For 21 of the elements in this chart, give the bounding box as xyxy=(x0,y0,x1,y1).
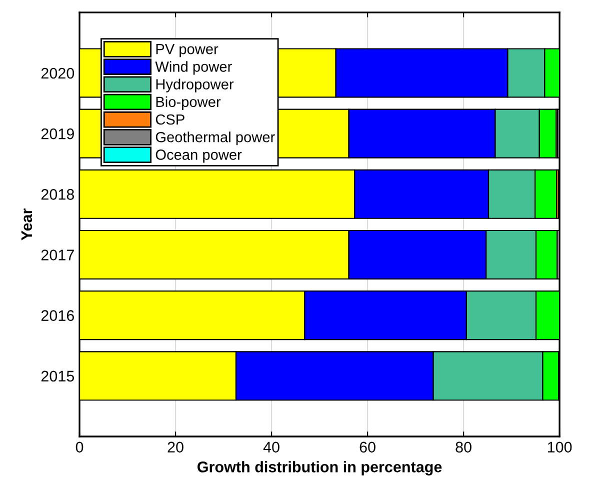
x-tick-label: 100 xyxy=(548,442,572,453)
x-tick-label: 0 xyxy=(76,442,84,453)
y-tick-label: 2019 xyxy=(41,128,74,140)
x-tick-label: 20 xyxy=(168,442,184,453)
legend-label: PV power xyxy=(156,44,218,58)
y-tick-label: 2018 xyxy=(41,189,74,200)
x-axis-title: Growth distribution in percentage xyxy=(198,461,442,476)
y-tick-label: 2016 xyxy=(41,310,74,321)
x-tick-label: 80 xyxy=(456,442,472,453)
legend-label: CSP xyxy=(156,114,184,125)
y-tick-label: 2015 xyxy=(41,370,74,382)
y-tick-label: 2017 xyxy=(41,250,74,260)
y-axis-title: Year xyxy=(21,208,32,240)
x-tick-label: 40 xyxy=(263,442,280,453)
legend-label: Geothermal power xyxy=(156,132,275,146)
legend-label: Bio-power xyxy=(156,96,221,110)
legend-label: Ocean power xyxy=(156,150,242,163)
x-tick-label: 60 xyxy=(360,442,376,453)
y-tick-label: 2020 xyxy=(41,68,74,79)
legend-label: Wind power xyxy=(155,61,232,75)
legend-label: Hydropower xyxy=(156,78,234,92)
